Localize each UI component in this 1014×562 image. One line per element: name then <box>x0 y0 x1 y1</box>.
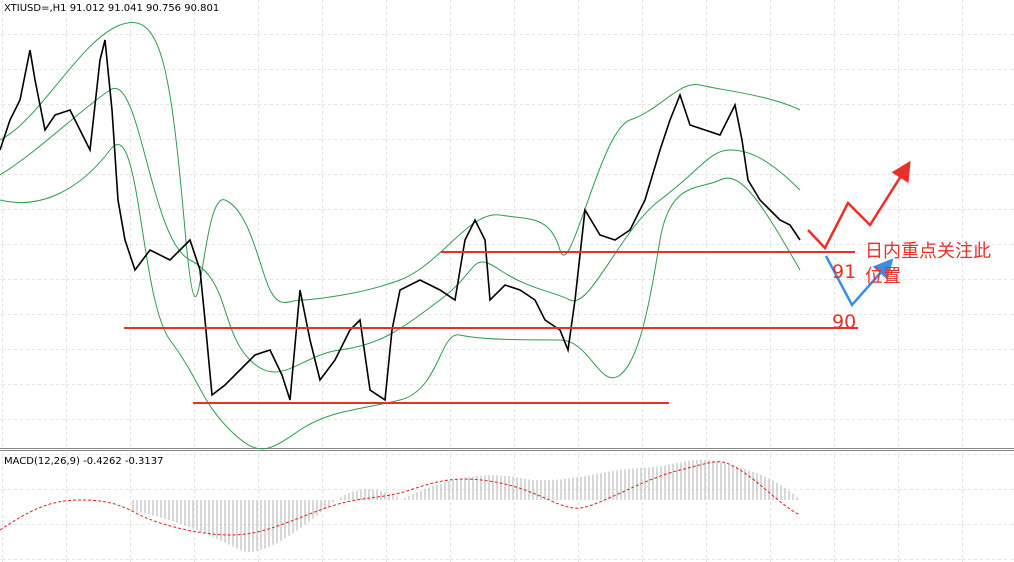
note: 位置 <box>865 266 901 287</box>
bullish-arrow <box>807 160 911 251</box>
macd-label: MACD(12,26,9) -0.4262 -0.3137 <box>4 456 164 467</box>
level-label: 91 <box>832 261 856 283</box>
symbol-info: XTIUSD=,H1 91.012 91.041 90.756 90.801 <box>4 3 219 14</box>
macd-histogram <box>0 489 400 552</box>
lower-band <box>0 144 801 450</box>
pullback-arrow <box>824 255 894 308</box>
level-label: 90 <box>832 311 856 333</box>
note: 日内重点关注此 <box>865 241 991 262</box>
price-path <box>0 39 801 402</box>
upper-band <box>0 21 801 303</box>
grid <box>0 0 1014 448</box>
macd-histogram <box>0 459 800 500</box>
